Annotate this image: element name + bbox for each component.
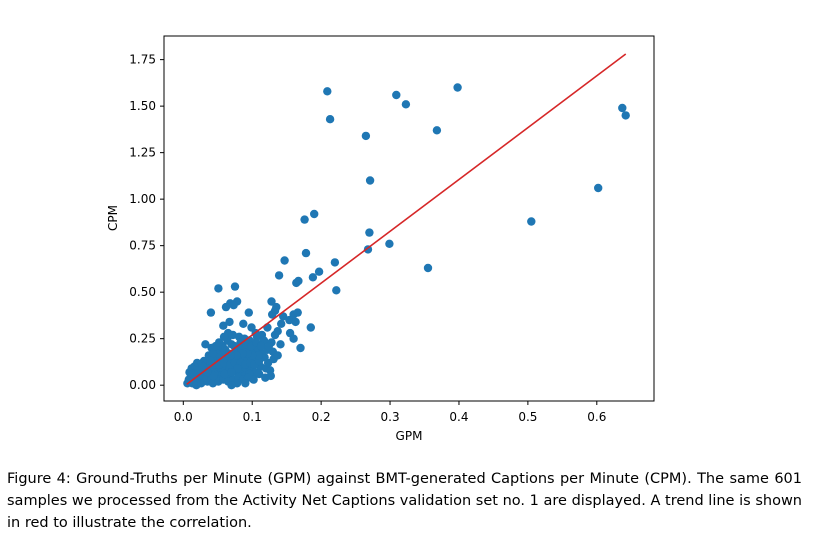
data-point [214,338,224,347]
data-point [594,183,603,193]
data-point [301,248,311,258]
scatter-chart: 0.0 0.1 0.2 0.3 0.4 0.5 0.6 0.00 0.25 0.50 0.75 1.… [106,35,655,443]
data-point [268,310,277,319]
data-point [206,356,215,366]
data-point [208,349,218,358]
data-point [293,308,302,317]
y-tick-label: 0.00 [129,378,156,392]
data-point [198,362,207,371]
data-point [277,319,286,328]
data-point [233,364,242,373]
data-point [229,301,238,310]
data-point [453,83,462,92]
data-point [294,276,303,286]
data-point [330,258,340,267]
data-point [323,87,332,96]
data-point [300,215,309,224]
x-tick-label: 0.3 [381,410,400,424]
data-point [225,317,234,327]
data-point [310,209,319,219]
data-point [279,312,288,321]
x-tick-label: 0.0 [174,410,193,424]
trend-line [186,53,627,385]
y-tick-label: 1.00 [129,192,156,206]
y-tick-label: 1.50 [129,99,156,113]
data-point [220,369,229,379]
data-point [527,217,536,226]
data-point [257,341,266,351]
data-point [289,334,298,343]
data-point [432,126,442,135]
data-point [273,351,282,360]
x-axis: 0.0 0.1 0.2 0.3 0.4 0.5 0.6 [174,401,606,424]
data-point [206,308,216,317]
figure-caption: Figure 4: Ground-Truths per Minute (GPM)… [7,471,802,531]
data-point [254,369,264,379]
data-point [291,317,300,327]
data-point [621,111,630,120]
y-axis-label: CPM [106,205,120,231]
y-tick-label: 0.75 [129,239,156,253]
data-point [385,239,394,248]
x-tick-label: 0.6 [587,410,606,424]
data-point [280,256,289,265]
data-point [314,267,324,276]
data-point [230,282,240,291]
y-tick-label: 1.25 [129,146,156,160]
data-point [308,273,318,282]
data-point [392,90,401,100]
y-tick-label: 0.50 [129,285,156,299]
data-point [244,308,253,317]
point-layer [183,83,630,390]
data-point [264,341,273,351]
data-point [361,131,371,141]
data-point [209,371,218,381]
data-point [249,375,258,384]
data-point [219,332,229,341]
data-point [273,327,282,336]
x-tick-label: 0.2 [312,410,331,424]
data-point [276,340,285,349]
data-point [325,115,335,124]
data-point [266,371,275,381]
data-point [274,271,284,280]
data-point [219,321,228,330]
data-point [618,103,627,113]
data-point [267,297,276,306]
data-point [365,176,375,185]
data-point [201,340,210,349]
plot-frame [163,35,655,402]
x-tick-label: 0.4 [449,410,468,424]
data-point [214,284,223,293]
x-axis-label: GPM [396,429,423,443]
data-point [227,381,236,390]
data-point [221,302,231,312]
data-point [296,343,305,353]
data-point [239,319,248,328]
data-point [365,228,374,237]
data-point [332,286,341,295]
data-point [423,263,433,273]
data-point [306,323,315,332]
data-point [227,368,236,377]
data-point [254,351,263,360]
data-point [230,341,239,351]
x-tick-label: 0.1 [243,410,262,424]
y-axis: 0.00 0.25 0.50 0.75 1.00 1.25 1.50 1.75 [129,53,164,392]
y-tick-label: 0.25 [129,332,156,346]
y-tick-label: 1.75 [129,53,156,67]
x-tick-label: 0.5 [518,410,537,424]
data-point [401,100,411,109]
data-point [241,379,250,388]
